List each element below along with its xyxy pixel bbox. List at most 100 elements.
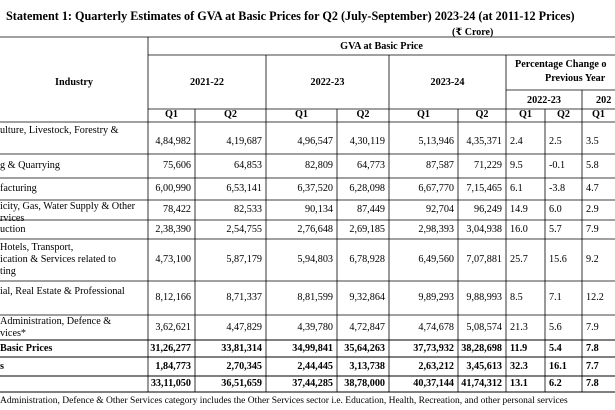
- quarter-header: Q1: [294, 109, 309, 120]
- quarter-header: Q2: [475, 109, 489, 120]
- table-cell: 87,449: [356, 204, 385, 215]
- table-cell: 7.9: [586, 223, 599, 235]
- row-label: s: [0, 360, 4, 372]
- table-cell: 6,00,990: [155, 183, 191, 194]
- table-cell: 7,07,881: [466, 254, 502, 265]
- table-cell: 2,54,755: [226, 223, 262, 235]
- row-label: facturing: [0, 183, 37, 194]
- table-cell: 2,69,185: [349, 223, 385, 235]
- table-cell: 4,72,847: [349, 321, 385, 333]
- row-label: icity, Gas, Water Supply & Other: [0, 201, 135, 212]
- table-cell: 1,84,773: [155, 360, 191, 372]
- table-cell: 71,229: [473, 160, 502, 171]
- table-cell: 5,94,803: [297, 254, 333, 265]
- table-cell: 25.7: [510, 254, 528, 265]
- row-label: ial, Real Estate & Professional: [0, 286, 125, 297]
- table-cell: 75,606: [162, 160, 191, 171]
- table-cell: 2,76,648: [297, 223, 333, 235]
- table-cell: 92,704: [425, 204, 454, 215]
- table-cell: 2.9: [586, 204, 599, 215]
- table-cell: 4,30,119: [349, 136, 385, 147]
- table-cell: 36,51,659: [221, 378, 262, 389]
- table-cell: 82,809: [304, 160, 333, 171]
- pct-change-header: Percentage Change o: [515, 59, 607, 70]
- table-cell: 14.9: [510, 204, 528, 215]
- statement-title: Statement 1: Quarterly Estimates of GVA …: [6, 9, 575, 23]
- table-cell: -3.8: [549, 183, 566, 194]
- table-cell: 4.7: [586, 183, 599, 194]
- table-cell: 3,13,738: [349, 360, 385, 372]
- table-cell: 32.3: [510, 360, 528, 372]
- table-cell: 5,87,179: [226, 254, 262, 265]
- table-cell: 4,47,829: [226, 321, 262, 333]
- table-cell: 3.5: [586, 136, 599, 147]
- industry-header: Industry: [55, 77, 93, 88]
- table-cell: 6,67,770: [418, 183, 454, 194]
- table-cell: 6,53,141: [226, 183, 262, 194]
- table-cell: 64,853: [233, 160, 262, 171]
- unit-label: (₹ Crore): [452, 27, 494, 38]
- table-cell: 9.2: [586, 254, 599, 265]
- row-label: ting: [0, 266, 16, 277]
- table-cell: 78,422: [162, 204, 191, 215]
- row-label: uction: [0, 223, 26, 235]
- table-cell: 8,71,337: [226, 292, 262, 303]
- table-cell: 37,73,932: [413, 342, 454, 354]
- table-cell: 7.8: [586, 378, 599, 389]
- table-cell: 37,44,285: [292, 378, 333, 389]
- table-cell: 9.5: [510, 160, 523, 171]
- table-cell: 9,89,293: [418, 292, 454, 303]
- table-cell: 40,37,144: [413, 378, 454, 389]
- table-cell: 21.3: [510, 321, 528, 333]
- table-cell: 4,84,982: [155, 136, 191, 147]
- table-cell: 64,773: [356, 160, 385, 171]
- table-cell: 6.2: [549, 378, 562, 389]
- table-cell: 96,249: [473, 204, 502, 215]
- table-cell: 5.7: [549, 223, 562, 235]
- table-cell: 3,45,613: [466, 360, 502, 372]
- row-label: vices*: [0, 328, 27, 339]
- table-cell: 35,64,263: [344, 342, 385, 354]
- table-cell: 5.4: [549, 342, 562, 354]
- table-cell: 2.4: [510, 136, 523, 147]
- table-cell: 3,04,938: [466, 223, 502, 235]
- quarter-header: Q1: [518, 109, 533, 120]
- table-cell: 6,49,560: [418, 254, 454, 265]
- quarter-header: Q1: [164, 109, 179, 120]
- table-cell: 5,13,946: [418, 136, 454, 147]
- row-label: ulture, Livestock, Forestry &: [0, 125, 119, 136]
- table-cell: 4,19,687: [226, 136, 262, 147]
- table-cell: 4,96,547: [297, 136, 333, 147]
- table-cell: 3,62,621: [155, 321, 191, 333]
- table-cell: 9,32,864: [349, 292, 385, 303]
- pct-year-header: 2022-23: [527, 95, 561, 106]
- table-cell: 38,28,698: [461, 342, 502, 354]
- gva-header: GVA at Basic Price: [340, 41, 423, 52]
- table-cell: 6,78,928: [349, 254, 385, 265]
- table-cell: 33,11,050: [150, 378, 191, 389]
- table-cell: 16.1: [549, 360, 567, 372]
- table-cell: 6.1: [510, 183, 523, 194]
- table-cell: 2.5: [549, 136, 562, 147]
- footnote: Administration, Defence & Other Services…: [0, 396, 568, 406]
- quarter-header: Q1: [416, 109, 431, 120]
- table-cell: 2,70,345: [226, 360, 262, 372]
- table-cell: 9,88,993: [466, 292, 502, 303]
- table-cell: 31,26,277: [150, 342, 191, 354]
- table-cell: 15.6: [549, 254, 567, 265]
- year-header: 2023-24: [430, 77, 465, 88]
- table-cell: 2,63,212: [418, 360, 454, 372]
- table-cell: 8.5: [510, 292, 523, 303]
- table-cell: 2,98,393: [418, 223, 454, 235]
- quarter-header: Q2: [223, 109, 238, 120]
- year-header: 2022-23: [310, 77, 345, 88]
- table-cell: 41,74,312: [461, 378, 502, 389]
- table-cell: 82,533: [233, 204, 262, 215]
- row-label: ication & Services related to: [0, 254, 116, 265]
- year-header: 2021-22: [190, 77, 224, 88]
- table-cell: 7.9: [586, 321, 599, 333]
- table-cell: 34,99,841: [292, 342, 333, 354]
- row-label: g & Quarrying: [0, 160, 60, 171]
- quarter-header: Q2: [556, 109, 571, 120]
